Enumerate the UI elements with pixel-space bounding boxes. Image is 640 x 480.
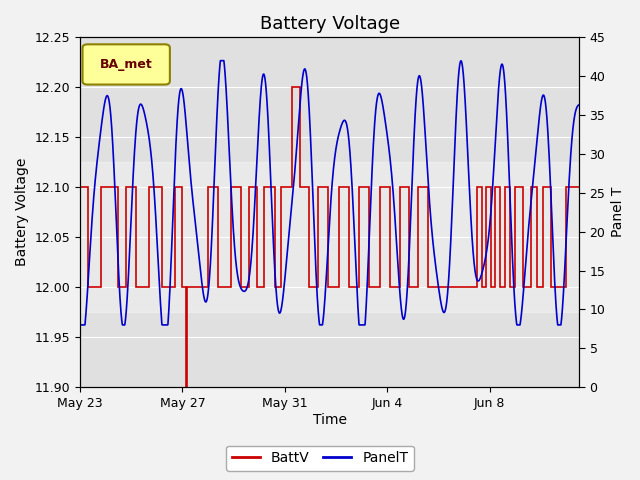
Text: BA_met: BA_met	[100, 58, 152, 71]
Title: Battery Voltage: Battery Voltage	[260, 15, 399, 33]
X-axis label: Time: Time	[312, 413, 347, 427]
Bar	[80, 162, 579, 312]
FancyBboxPatch shape	[83, 44, 170, 84]
Legend: BattV, PanelT: BattV, PanelT	[226, 445, 414, 471]
Y-axis label: Panel T: Panel T	[611, 187, 625, 238]
Y-axis label: Battery Voltage: Battery Voltage	[15, 158, 29, 266]
